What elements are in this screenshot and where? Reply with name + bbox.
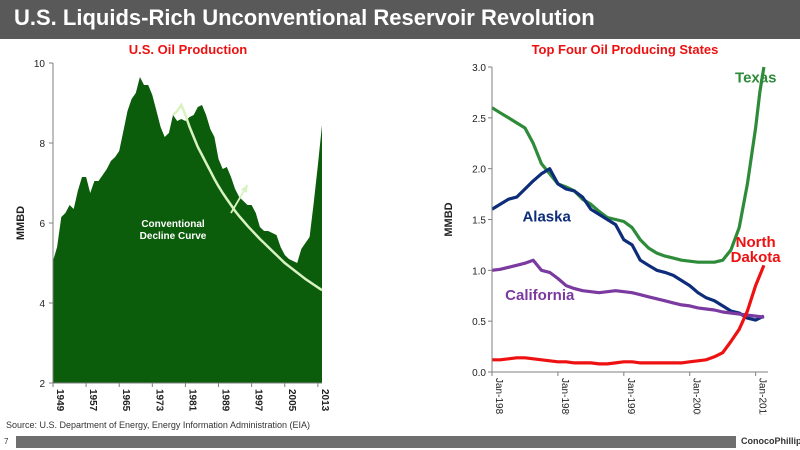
y-axis-label: MMBD [443, 202, 455, 236]
series-line-north-dakota [492, 264, 766, 366]
y-tick-label: 6 [39, 219, 45, 230]
x-tick-label: Jan-1997 [625, 378, 636, 415]
x-tick-label: 1973 [153, 389, 164, 412]
x-tick-label: 1989 [220, 389, 231, 412]
series-label: Alaska [522, 209, 571, 226]
page-title: U.S. Liquids-Rich Unconventional Reservo… [14, 5, 595, 30]
y-tick-label: 2 [39, 379, 45, 390]
series-line-california [491, 258, 765, 319]
company-logo: ConocoPhillips▴ [741, 436, 800, 447]
y-tick-label: 1.0 [472, 266, 486, 277]
series-label: California [505, 287, 575, 304]
annotation-arrow-head [240, 185, 248, 193]
production-area [53, 77, 322, 383]
us-oil-production-chart: 2 4 6 8 10 1949 1957 1965 1973 1981 1989 1997 2005 20… [15, 59, 330, 412]
series-line-texas [491, 66, 766, 264]
x-tick-label: 1997 [253, 389, 264, 412]
y-tick-label: 10 [34, 59, 46, 70]
series-label: North [736, 234, 776, 251]
x-tick-label: 1949 [54, 389, 65, 412]
y-tick-label: 0.5 [472, 317, 486, 328]
x-tick-label: 1965 [120, 389, 131, 412]
left-chart-title: U.S. Oil Production [128, 42, 248, 57]
x-tick-label: 1957 [87, 389, 98, 412]
logo-text: ConocoPhillips [741, 436, 800, 446]
y-axis-label: MMBD [15, 206, 27, 240]
y-tick-label: 1.5 [472, 216, 486, 227]
x-tick-label: Jan-1989 [559, 378, 570, 415]
page-number: 7 [4, 437, 9, 446]
x-tick-label: 2013 [319, 389, 330, 412]
y-tick-label: 8 [39, 139, 45, 150]
x-tick-label: Jan-1981 [493, 378, 504, 415]
x-tick-label: Jan-2005 [691, 378, 702, 415]
x-tick-label: 1981 [186, 389, 197, 412]
y-tick-label: 4 [39, 299, 45, 310]
annotation-text: Decline Curve [140, 231, 207, 242]
y-tick-label: 0.0 [472, 368, 486, 379]
x-tick-label: 2005 [286, 389, 297, 412]
source-note: Source: U.S. Department of Energy, Energ… [6, 420, 310, 430]
series-label: Texas [735, 69, 776, 86]
series-line-alaska [491, 167, 765, 322]
right-chart-title: Top Four Oil Producing States [531, 42, 719, 57]
x-tick-label: Jan-2013 [757, 378, 768, 415]
y-tick-label: 3.0 [472, 63, 486, 74]
annotation-text: Conventional [141, 219, 205, 230]
y-tick-label: 2.0 [472, 165, 486, 176]
top-four-states-chart: 0.0 0.5 1.0 1.5 2.0 2.5 3.0 Jan-1981 Jan-1989 Jan… [443, 63, 782, 415]
series-label: Dakota [731, 249, 782, 266]
y-tick-label: 2.5 [472, 114, 486, 125]
footer-bar [16, 436, 736, 448]
title-bar: U.S. Liquids-Rich Unconventional Reservo… [0, 0, 800, 39]
decline-curve-line [172, 102, 323, 292]
